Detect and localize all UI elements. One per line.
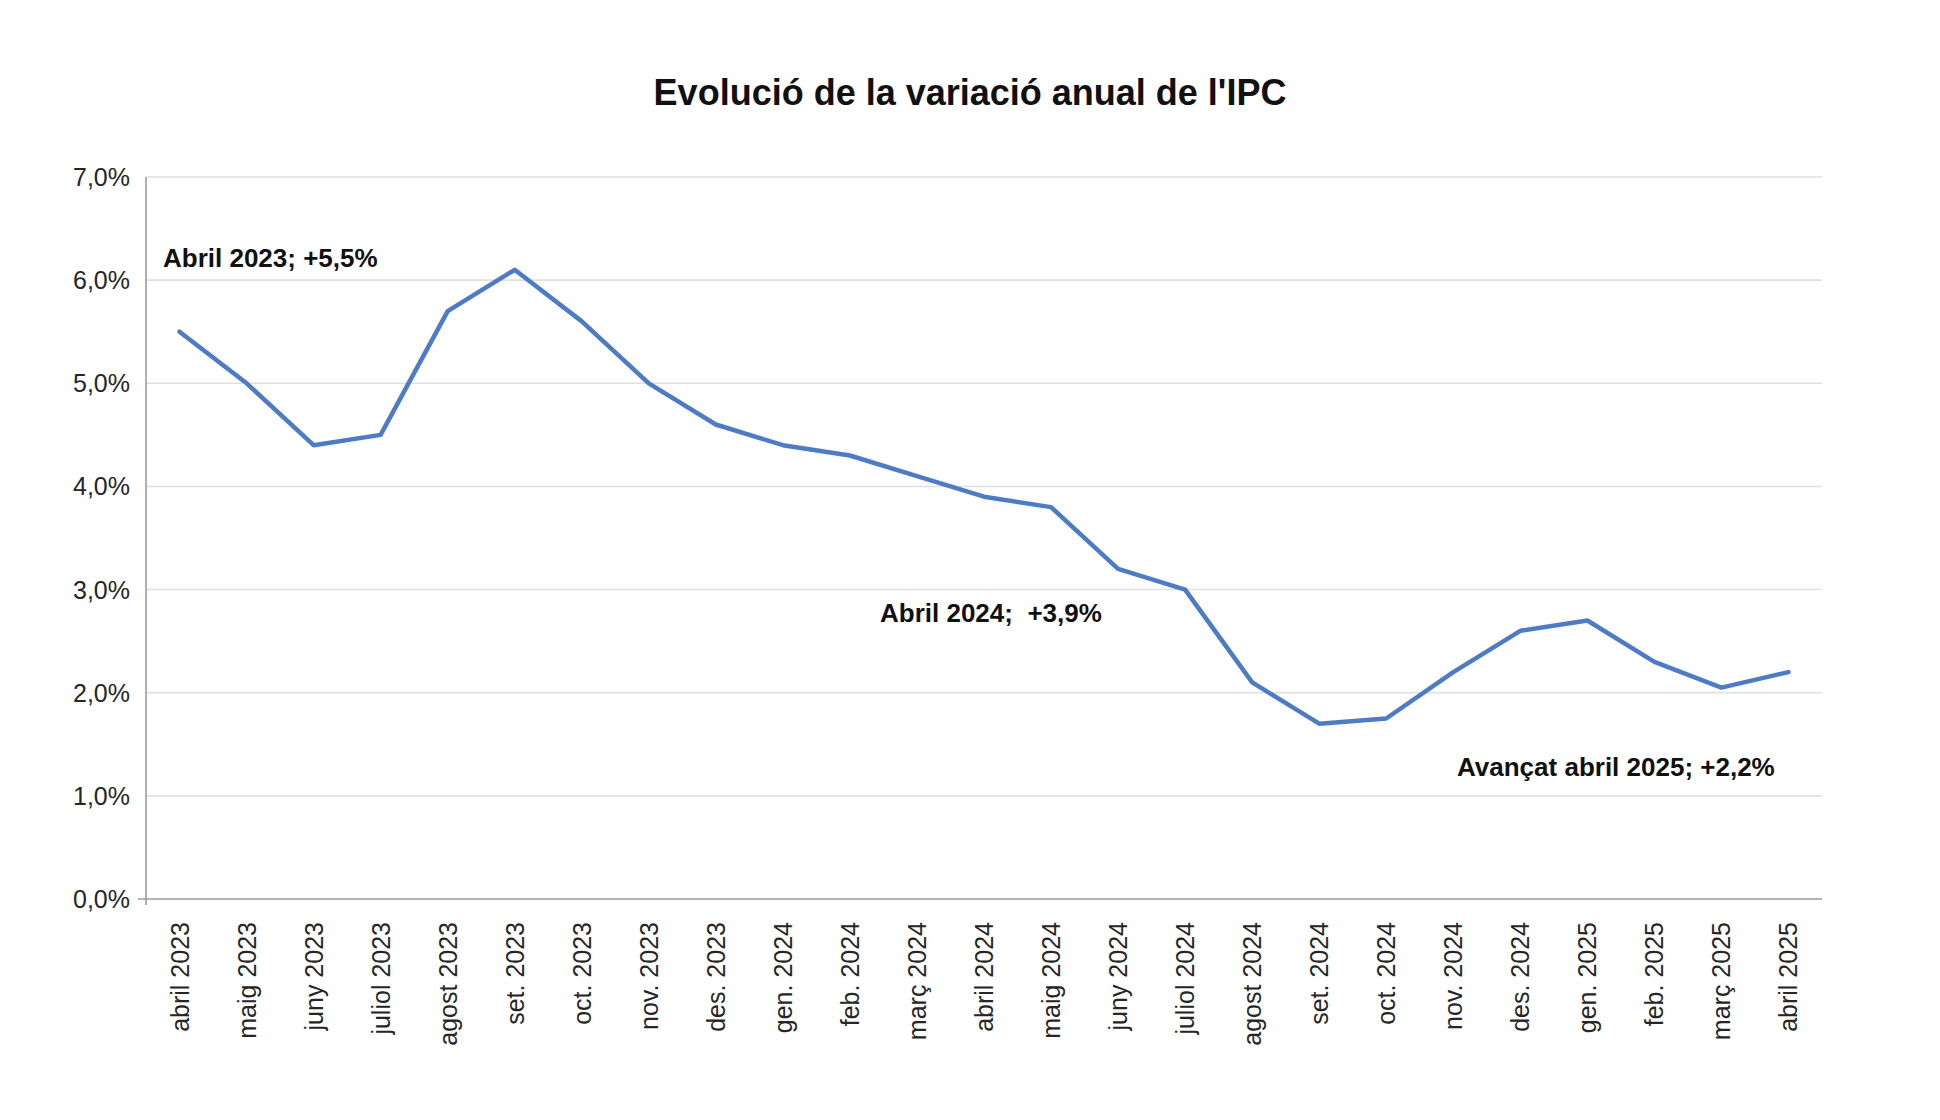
x-tick-label: maig 2023: [233, 922, 261, 1120]
x-tick-label: feb. 2024: [836, 922, 864, 1120]
x-tick-label: juny 2024: [1104, 922, 1132, 1120]
x-tick-label: abril 2024: [970, 922, 998, 1120]
x-tick-label: agost 2024: [1238, 922, 1266, 1120]
x-tick-label: agost 2023: [434, 922, 462, 1120]
x-tick-label: abril 2025: [1774, 922, 1802, 1120]
x-tick-label: des. 2024: [1506, 922, 1534, 1120]
x-tick-label: abril 2023: [166, 922, 194, 1120]
x-tick-label: feb. 2025: [1640, 922, 1668, 1120]
y-tick-label: 1,0%: [20, 781, 130, 811]
x-tick-label: maig 2024: [1037, 922, 1065, 1120]
x-tick-label: gen. 2024: [769, 922, 797, 1120]
x-tick-label: oct. 2024: [1372, 922, 1400, 1120]
annotation-abril-2023: Abril 2023; +5,5%: [163, 243, 378, 274]
y-tick-label: 3,0%: [20, 575, 130, 605]
x-tick-label: set. 2023: [501, 922, 529, 1120]
x-tick-label: nov. 2024: [1439, 922, 1467, 1120]
x-tick-label: set. 2024: [1305, 922, 1333, 1120]
annotation-abril-2024: Abril 2024; +3,9%: [880, 598, 1102, 629]
y-tick-label: 6,0%: [20, 265, 130, 295]
x-tick-label: gen. 2025: [1573, 922, 1601, 1120]
x-tick-label: març 2025: [1707, 922, 1735, 1120]
x-tick-label: des. 2023: [702, 922, 730, 1120]
y-tick-label: 5,0%: [20, 368, 130, 398]
ipc-series-line: [180, 270, 1789, 724]
x-tick-label: juny 2023: [300, 922, 328, 1120]
x-tick-label: nov. 2023: [635, 922, 663, 1120]
y-tick-label: 2,0%: [20, 678, 130, 708]
annotation-avancat-abril-2025: Avançat abril 2025; +2,2%: [1457, 752, 1775, 783]
y-tick-label: 0,0%: [20, 884, 130, 914]
y-tick-label: 4,0%: [20, 471, 130, 501]
x-tick-label: juliol 2024: [1171, 922, 1199, 1120]
x-tick-label: març 2024: [903, 922, 931, 1120]
y-tick-label: 7,0%: [20, 162, 130, 192]
ipc-line-chart: Evolució de la variació anual de l'IPC 0…: [0, 0, 1940, 1120]
x-tick-label: oct. 2023: [568, 922, 596, 1120]
x-tick-label: juliol 2023: [367, 922, 395, 1120]
